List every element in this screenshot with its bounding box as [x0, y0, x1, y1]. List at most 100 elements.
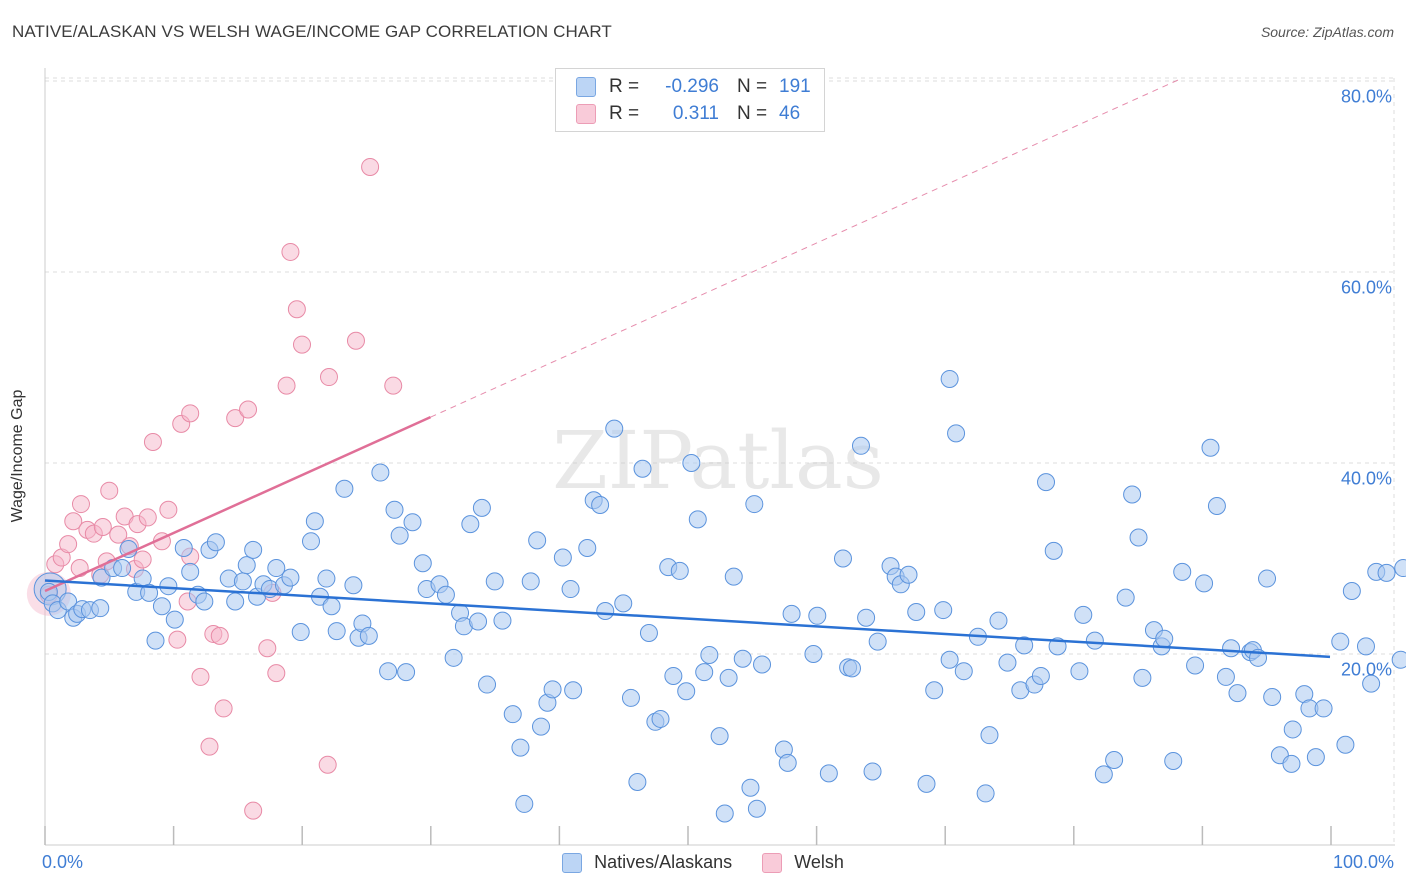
n-label: N =	[737, 103, 768, 124]
natives-point	[710, 727, 729, 746]
natives-point	[989, 611, 1008, 630]
natives-point	[113, 559, 132, 578]
natives-point	[808, 606, 827, 625]
natives-point	[1186, 656, 1205, 675]
natives-point	[733, 649, 752, 668]
natives-point	[543, 680, 562, 699]
natives-point	[291, 623, 310, 642]
natives-point	[1015, 636, 1034, 655]
natives-point	[1031, 666, 1050, 685]
natives-point	[917, 774, 936, 793]
natives-point	[633, 459, 652, 478]
natives-point	[688, 510, 707, 529]
welsh-point	[181, 404, 200, 423]
natives-point	[682, 454, 701, 472]
welsh-point	[71, 495, 90, 514]
natives-point	[670, 561, 689, 580]
natives-point	[532, 717, 551, 736]
natives-point	[195, 592, 214, 611]
natives-point	[907, 602, 926, 621]
legend-item-welsh[interactable]: Welsh	[762, 852, 844, 873]
natives-point	[281, 568, 300, 587]
natives-point	[628, 772, 647, 791]
natives-point	[782, 604, 801, 623]
natives-point	[146, 631, 165, 650]
natives-point	[553, 548, 572, 567]
natives-point	[833, 549, 852, 568]
natives-point	[344, 576, 363, 595]
welsh-point	[277, 376, 296, 395]
legend-label-natives: Natives/Alaskans	[594, 852, 733, 872]
natives-point	[899, 565, 918, 584]
welsh-point	[361, 157, 380, 176]
legend-item-natives[interactable]: Natives/Alaskans	[562, 852, 732, 873]
welsh-point	[226, 409, 245, 428]
natives-point	[1044, 541, 1063, 560]
natives-point	[1283, 720, 1302, 739]
natives-point	[1129, 528, 1148, 547]
natives-point	[152, 597, 171, 616]
natives-point	[564, 681, 583, 700]
natives-point	[747, 799, 766, 818]
natives-point	[335, 479, 354, 498]
natives-point	[1116, 588, 1135, 607]
natives-point	[1123, 485, 1142, 504]
welsh-point	[100, 481, 119, 500]
r-value: 0.311	[672, 103, 719, 124]
natives-point	[1314, 699, 1333, 718]
natives-point	[1356, 637, 1375, 656]
natives-point	[92, 568, 111, 587]
natives-point	[1164, 751, 1183, 770]
natives-point	[677, 682, 696, 701]
natives-point	[1331, 632, 1350, 651]
natives-point	[140, 583, 159, 602]
natives-swatch	[562, 852, 583, 873]
natives-point	[305, 512, 324, 531]
natives-point	[724, 567, 743, 586]
natives-point	[511, 738, 530, 757]
natives-point	[1362, 674, 1381, 693]
welsh-point	[258, 639, 277, 658]
natives-point	[1070, 662, 1089, 681]
natives-point	[397, 663, 416, 682]
natives-point	[1155, 629, 1174, 648]
natives-point	[1282, 754, 1301, 773]
natives-point	[233, 572, 252, 591]
natives-point	[413, 554, 432, 573]
natives-point	[1258, 569, 1277, 588]
natives-point	[1201, 438, 1220, 457]
natives-point	[493, 611, 512, 630]
welsh-point	[143, 432, 162, 451]
natives-point	[863, 762, 882, 781]
natives-point	[226, 592, 245, 611]
natives-point	[578, 538, 597, 557]
axes	[44, 68, 1395, 846]
watermark: ZIPatlas	[552, 414, 884, 507]
welsh-point	[214, 699, 233, 718]
natives-point	[503, 705, 522, 724]
natives-point	[1173, 562, 1192, 581]
welsh-point	[267, 664, 286, 683]
natives-point	[596, 602, 615, 621]
natives-point	[267, 559, 286, 578]
welsh-swatch	[762, 852, 783, 873]
x-tick-label-min: 0.0%	[42, 852, 84, 872]
n-value: 46	[779, 103, 801, 124]
natives-point	[1105, 751, 1124, 770]
natives-point	[59, 592, 78, 611]
r-label: R =	[609, 103, 640, 124]
welsh-point	[319, 368, 338, 387]
chart-title: NATIVE/ALASKAN VS WELSH WAGE/INCOME GAP …	[12, 22, 612, 41]
natives-point	[301, 532, 320, 551]
natives-point	[327, 622, 346, 641]
natives-point	[1306, 748, 1325, 767]
natives-point	[1094, 765, 1113, 784]
natives-point	[947, 424, 966, 443]
natives-point	[244, 540, 263, 559]
natives-point	[753, 655, 772, 674]
y-tick-label: 40.0%	[1340, 468, 1392, 489]
natives-point	[976, 784, 995, 803]
natives-point	[444, 648, 463, 667]
natives-point	[515, 794, 534, 813]
